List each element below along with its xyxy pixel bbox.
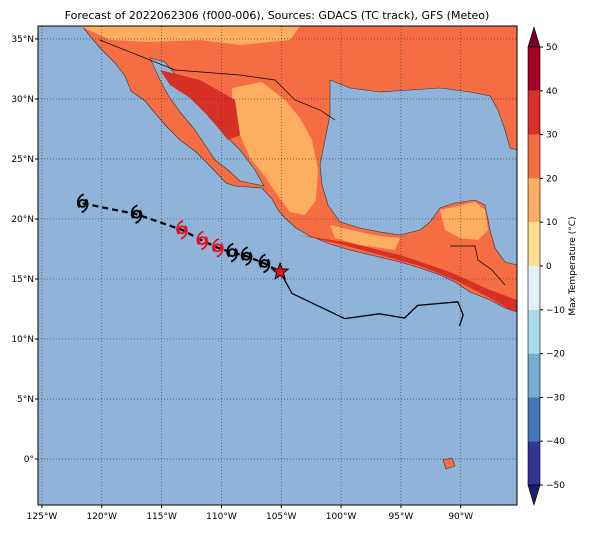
colorbar-tick-label: 0 [546,262,552,272]
forecast-track [82,202,281,273]
past-track [279,271,464,327]
hot-region [160,70,240,140]
colorbar-tick-label: −50 [546,481,565,491]
cyclone-symbol [130,204,143,225]
colorbar-tick-label: 30 [546,131,558,141]
warm-region [232,82,318,215]
current-position [270,261,290,280]
colorbar-tick-label: 20 [546,174,558,184]
colorbar-band [528,441,540,485]
colorbar-tick-label: −40 [546,437,565,447]
colorbar-label: Max Temperature (°C) [568,216,578,315]
cyclone-symbol [226,242,239,263]
colorbar-tick-label: −30 [546,393,565,403]
x-tick-label: 110°W [206,512,237,522]
x-tick-label: 120°W [86,512,117,522]
map-area [38,26,517,505]
colorbar-under [527,484,541,507]
island [442,457,456,470]
y-tick-label: 0° [24,455,34,465]
x-tick-label: 100°W [326,512,357,522]
cyclone-symbol [176,219,188,240]
cyclone-symbol [212,237,224,258]
colorbar-tick-label: 40 [546,87,558,97]
colorbar-tick-label: −20 [546,350,565,360]
cyclone-symbol [76,193,89,214]
colorbar-band [528,353,540,398]
x-tick-label: 105°W [266,512,297,522]
warm-region [80,26,300,45]
colorbar-over [527,25,541,48]
colorbar-band [528,266,540,310]
map-frame [37,25,518,506]
x-tick-label: 125°W [27,512,58,522]
gulf-of-mexico [319,79,517,266]
y-tick-label: 25°N [11,155,34,165]
y-tick-label: 20°N [11,215,34,225]
border [450,245,506,286]
y-tick-label: 5°N [17,395,34,405]
x-tick-label: 95°W [388,512,413,522]
y-tick-label: 15°N [11,275,34,285]
colorbar-tick-label: 50 [546,43,558,53]
cyclone-symbol [258,253,271,274]
y-tick-label: 35°N [11,35,34,45]
warm-region [440,202,488,240]
colorbar-tick-label: −10 [546,306,565,316]
colorbar-band [528,178,540,223]
border [99,39,336,121]
map-title: Forecast of 2022062306 (f000-006), Sourc… [65,9,490,22]
colorbar-band [528,222,540,266]
colorbar-band [528,90,540,135]
y-tick-label: 10°N [11,335,34,345]
colorbar-band [528,47,540,91]
colorbar-band [528,397,540,442]
colorbar-band [528,134,540,179]
y-tick-label: 30°N [11,95,34,105]
cyclone-symbol [196,230,209,251]
x-tick-label: 90°W [448,512,473,522]
x-tick-label: 115°W [146,512,177,522]
warm-region [330,225,400,250]
colorbar-band [528,309,540,354]
cyclone-symbol [240,246,253,267]
colorbar-tick-label: 10 [546,218,558,228]
